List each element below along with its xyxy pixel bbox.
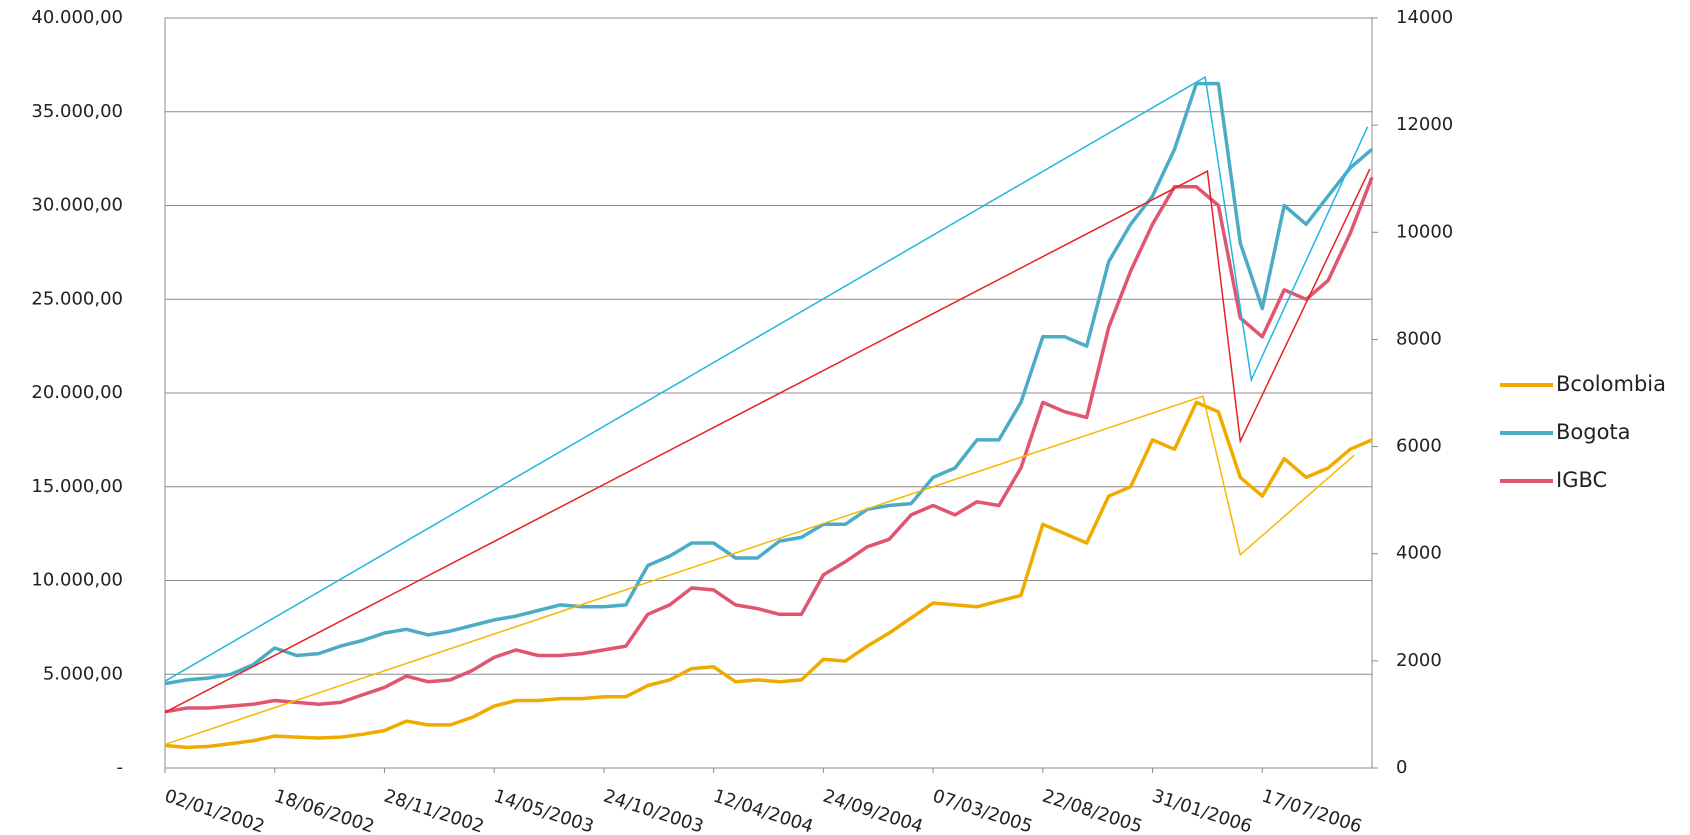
y-tick-label: 30.000,00 [31, 195, 123, 216]
y2-tick-label: 6000 [1396, 436, 1442, 457]
y-tick-label: 35.000,00 [31, 101, 123, 122]
trend-line [164, 75, 1369, 682]
x-tick-label: 22/08/2005 [1040, 786, 1145, 835]
x-tick-label: 31/01/2006 [1149, 786, 1254, 835]
y2-tick-label: 12000 [1396, 114, 1453, 135]
y-tick-label: - [117, 757, 124, 778]
legend-label: Bcolombia [1556, 372, 1666, 396]
series-line [164, 81, 1374, 686]
y2-tick-label: 10000 [1396, 221, 1453, 242]
y-tick-label: 5.000,00 [43, 663, 123, 684]
x-tick-label: 07/03/2005 [930, 786, 1035, 835]
y2-tick-label: 2000 [1396, 650, 1442, 671]
y-tick-label: 20.000,00 [31, 382, 123, 403]
legend-label: Bogota [1556, 420, 1631, 444]
legend-label: IGBC [1556, 468, 1607, 492]
trend-line [164, 168, 1371, 713]
series-line [164, 176, 1374, 714]
x-tick-label: 18/06/2002 [272, 786, 377, 835]
y2-tick-label: 14000 [1396, 7, 1453, 28]
y-tick-label: 25.000,00 [31, 288, 123, 309]
x-tick-label: 24/10/2003 [601, 786, 706, 835]
trend-line [164, 395, 1355, 746]
x-tick-label: 17/07/2006 [1259, 786, 1364, 835]
y-tick-label: 15.000,00 [31, 476, 123, 497]
x-tick-label: 28/11/2002 [381, 786, 486, 835]
y2-tick-label: 8000 [1396, 328, 1442, 349]
x-tick-label: 24/09/2004 [820, 786, 925, 835]
x-tick-label: 14/05/2003 [491, 786, 596, 835]
y2-tick-label: 4000 [1396, 543, 1442, 564]
y2-tick-label: 0 [1396, 757, 1407, 778]
y-tick-label: 40.000,00 [31, 7, 123, 28]
x-tick-label: 12/04/2004 [711, 786, 816, 835]
y-tick-label: 10.000,00 [31, 570, 123, 591]
x-tick-label: 02/01/2002 [162, 786, 267, 835]
series-line [164, 400, 1373, 750]
